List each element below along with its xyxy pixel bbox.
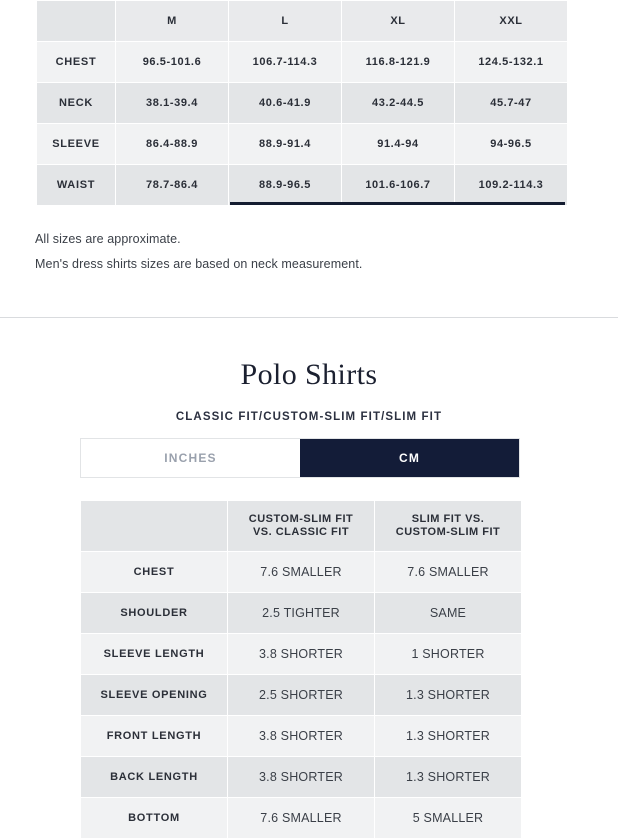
cell-shoulder-slim-vs-custom-slim: SAME (375, 593, 521, 633)
row-label-sleeve-opening: SLEEVE OPENING (81, 675, 227, 715)
dress-shirt-notes: All sizes are approximate. Men's dress s… (35, 231, 575, 281)
cell-neck-m: 38.1-39.4 (116, 83, 228, 123)
cell-sleeve-xl: 91.4-94 (342, 124, 454, 164)
cell-chest-slim-vs-custom-slim: 7.6 SMALLER (375, 552, 521, 592)
table-row: SLEEVE 86.4-88.9 88.9-91.4 91.4-94 94-96… (37, 124, 567, 164)
cell-sleeve-l: 88.9-91.4 (229, 124, 341, 164)
header-line-1: CUSTOM-SLIM FIT (248, 513, 354, 525)
unit-toggle[interactable]: INCHES CM (80, 438, 520, 478)
unit-toggle-cm[interactable]: CM (300, 439, 519, 477)
table-header-row: CUSTOM-SLIM FIT VS. CLASSIC FIT SLIM FIT… (81, 501, 521, 551)
column-header-blank (81, 501, 227, 551)
row-label-bottom: BOTTOM (81, 798, 227, 838)
table-row: CHEST 96.5-101.6 106.7-114.3 116.8-121.9… (37, 42, 567, 82)
table-bottom-rule (230, 202, 565, 205)
row-label-front-length: FRONT LENGTH (81, 716, 227, 756)
page-subtitle: CLASSIC FIT/CUSTOM-SLIM FIT/SLIM FIT (175, 411, 443, 423)
table-row: SLEEVE LENGTH 3.8 SHORTER 1 SHORTER (81, 634, 521, 674)
cell-bottom-slim-vs-custom-slim: 5 SMALLER (375, 798, 521, 838)
cell-chest-custom-slim-vs-classic: 7.6 SMALLER (228, 552, 374, 592)
cell-waist-xxl: 109.2-114.3 (455, 165, 567, 205)
column-header-xl: XL (342, 1, 454, 41)
table-header: CUSTOM-SLIM FIT VS. CLASSIC FIT SLIM FIT… (81, 501, 521, 551)
table-header: M L XL XXL (37, 1, 567, 41)
cell-waist-l: 88.9-96.5 (229, 165, 341, 205)
cell-shoulder-custom-slim-vs-classic: 2.5 TIGHTER (228, 593, 374, 633)
row-label-back-length: BACK LENGTH (81, 757, 227, 797)
header-line-2: CUSTOM-SLIM FIT (395, 526, 501, 538)
section-divider (0, 317, 618, 318)
table-row: BOTTOM 7.6 SMALLER 5 SMALLER (81, 798, 521, 838)
table-row: NECK 38.1-39.4 40.6-41.9 43.2-44.5 45.7-… (37, 83, 567, 123)
cell-front-length-slim-vs-custom-slim: 1.3 SHORTER (375, 716, 521, 756)
cell-bottom-custom-slim-vs-classic: 7.6 SMALLER (228, 798, 374, 838)
table-row: WAIST 78.7-86.4 88.9-96.5 101.6-106.7 10… (37, 165, 567, 205)
cell-sleeve-length-slim-vs-custom-slim: 1 SHORTER (375, 634, 521, 674)
row-label-waist: WAIST (37, 165, 115, 205)
row-label-chest: CHEST (81, 552, 227, 592)
cell-sleeve-length-custom-slim-vs-classic: 3.8 SHORTER (228, 634, 374, 674)
table-row: BACK LENGTH 3.8 SHORTER 1.3 SHORTER (81, 757, 521, 797)
table-row: SLEEVE OPENING 2.5 SHORTER 1.3 SHORTER (81, 675, 521, 715)
cell-front-length-custom-slim-vs-classic: 3.8 SHORTER (228, 716, 374, 756)
cell-sleeve-opening-slim-vs-custom-slim: 1.3 SHORTER (375, 675, 521, 715)
cell-neck-xxl: 45.7-47 (455, 83, 567, 123)
row-label-shoulder: SHOULDER (81, 593, 227, 633)
column-header-slim-vs-custom-slim: SLIM FIT VS. CUSTOM-SLIM FIT (375, 501, 521, 551)
table-row: SHOULDER 2.5 TIGHTER SAME (81, 593, 521, 633)
row-label-sleeve: SLEEVE (37, 124, 115, 164)
cell-neck-xl: 43.2-44.5 (342, 83, 454, 123)
cell-sleeve-xxl: 94-96.5 (455, 124, 567, 164)
header-line-1: SLIM FIT VS. (411, 513, 485, 525)
cell-sleeve-m: 86.4-88.9 (116, 124, 228, 164)
table-body: CHEST 96.5-101.6 106.7-114.3 116.8-121.9… (37, 42, 567, 205)
polo-fit-comparison-table: CUSTOM-SLIM FIT VS. CLASSIC FIT SLIM FIT… (80, 500, 522, 839)
cell-chest-m: 96.5-101.6 (116, 42, 228, 82)
note-line-1: All sizes are approximate. (35, 232, 181, 246)
unit-toggle-inches[interactable]: INCHES (81, 439, 300, 477)
cell-chest-xl: 116.8-121.9 (342, 42, 454, 82)
cell-sleeve-opening-custom-slim-vs-classic: 2.5 SHORTER (228, 675, 374, 715)
header-line-2: VS. CLASSIC FIT (252, 526, 350, 538)
cell-waist-xl: 101.6-106.7 (342, 165, 454, 205)
note-line-2: Men's dress shirts sizes are based on ne… (35, 257, 363, 271)
cell-back-length-custom-slim-vs-classic: 3.8 SHORTER (228, 757, 374, 797)
column-header-xxl: XXL (455, 1, 567, 41)
table-row: CHEST 7.6 SMALLER 7.6 SMALLER (81, 552, 521, 592)
column-header-m: M (116, 1, 228, 41)
dress-shirt-size-table: M L XL XXL CHEST 96.5-101.6 106.7-114.3 … (36, 0, 568, 206)
row-label-sleeve-length: SLEEVE LENGTH (81, 634, 227, 674)
cell-chest-l: 106.7-114.3 (229, 42, 341, 82)
row-label-chest: CHEST (37, 42, 115, 82)
cell-neck-l: 40.6-41.9 (229, 83, 341, 123)
page-title: Polo Shirts (240, 358, 378, 391)
row-label-neck: NECK (37, 83, 115, 123)
column-header-custom-slim-vs-classic: CUSTOM-SLIM FIT VS. CLASSIC FIT (228, 501, 374, 551)
table-body: CHEST 7.6 SMALLER 7.6 SMALLER SHOULDER 2… (81, 552, 521, 838)
cell-back-length-slim-vs-custom-slim: 1.3 SHORTER (375, 757, 521, 797)
column-header-blank (37, 1, 115, 41)
cell-chest-xxl: 124.5-132.1 (455, 42, 567, 82)
cell-waist-m: 78.7-86.4 (116, 165, 228, 205)
table-row: FRONT LENGTH 3.8 SHORTER 1.3 SHORTER (81, 716, 521, 756)
table-header-row: M L XL XXL (37, 1, 567, 41)
column-header-l: L (229, 1, 341, 41)
